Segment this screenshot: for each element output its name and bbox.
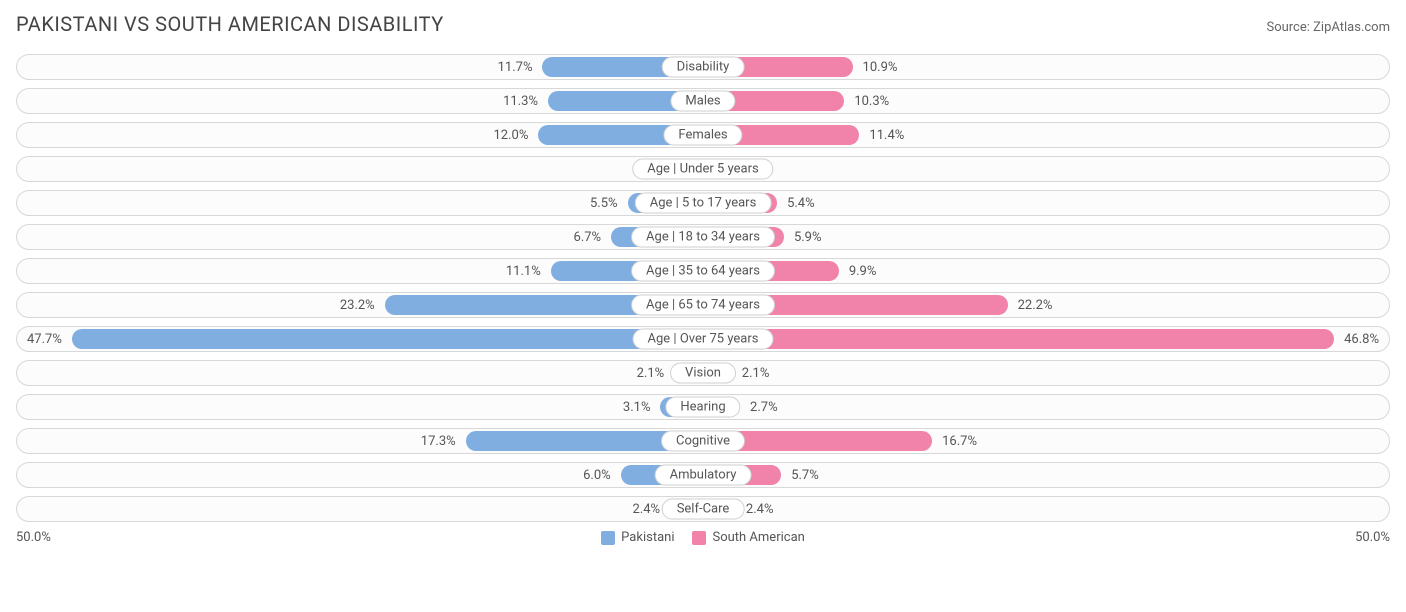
row-left-half: 12.0% xyxy=(17,123,703,147)
left-value-label: 6.7% xyxy=(564,230,612,245)
row-right-half: 1.2% xyxy=(703,157,1389,181)
row-left-half: 3.1% xyxy=(17,395,703,419)
legend-item: Pakistani xyxy=(601,530,674,545)
left-value-label: 5.5% xyxy=(580,196,628,211)
left-value-label: 11.3% xyxy=(493,94,548,109)
row-left-half: 5.5% xyxy=(17,191,703,215)
axis-left-max: 50.0% xyxy=(16,530,51,545)
diverging-bar-chart: 11.7% 10.9% Disability 11.3% 10.3% Males 12.0%… xyxy=(16,54,1390,522)
left-value-label: 12.0% xyxy=(484,128,539,143)
chart-row: 3.1% 2.7%Hearing xyxy=(16,394,1390,420)
right-value-label: 22.2% xyxy=(1008,298,1063,313)
row-left-half: 11.7% xyxy=(17,55,703,79)
row-category-label: Males xyxy=(670,91,735,112)
chart-row: 2.1% 2.1%Vision xyxy=(16,360,1390,386)
row-left-half: 2.4% xyxy=(17,497,703,521)
right-value-label: 5.9% xyxy=(784,230,832,245)
row-right-half: 10.3% xyxy=(703,89,1389,113)
row-category-label: Age | 35 to 64 years xyxy=(631,261,775,282)
legend-label: Pakistani xyxy=(621,530,674,545)
left-value-label: 47.7% xyxy=(17,332,72,347)
left-bar xyxy=(72,329,703,349)
row-category-label: Age | Under 5 years xyxy=(632,159,773,180)
chart-title: PAKISTANI VS SOUTH AMERICAN DISABILITY xyxy=(16,12,444,36)
chart-row: 17.3% 16.7% Cognitive xyxy=(16,428,1390,454)
row-category-label: Disability xyxy=(662,57,745,78)
row-category-label: Females xyxy=(663,125,742,146)
row-left-half: 6.0% xyxy=(17,463,703,487)
chart-row: 5.5% 5.4% Age | 5 to 17 years xyxy=(16,190,1390,216)
row-category-label: Self-Care xyxy=(662,499,745,520)
row-left-half: 6.7% xyxy=(17,225,703,249)
row-category-label: Ambulatory xyxy=(655,465,752,486)
row-left-half: 11.3% xyxy=(17,89,703,113)
right-value-label: 10.9% xyxy=(853,60,908,75)
chart-footer: 50.0% Pakistani South American 50.0% xyxy=(16,530,1390,545)
right-bar xyxy=(703,329,1334,349)
row-category-label: Hearing xyxy=(665,397,740,418)
row-right-half: 16.7% xyxy=(703,429,1389,453)
chart-row: 12.0% 11.4% Females xyxy=(16,122,1390,148)
left-value-label: 11.1% xyxy=(496,264,551,279)
row-right-half: 46.8% xyxy=(703,327,1389,351)
right-value-label: 5.4% xyxy=(777,196,825,211)
row-category-label: Age | Over 75 years xyxy=(633,329,774,350)
row-left-half: 11.1% xyxy=(17,259,703,283)
legend-item: South American xyxy=(692,530,804,545)
chart-row: 6.0% 5.7% Ambulatory xyxy=(16,462,1390,488)
row-right-half: 11.4% xyxy=(703,123,1389,147)
right-value-label: 10.3% xyxy=(844,94,899,109)
row-left-half: 2.1% xyxy=(17,361,703,385)
chart-row: 11.7% 10.9% Disability xyxy=(16,54,1390,80)
left-value-label: 23.2% xyxy=(330,298,385,313)
chart-row: 23.2% 22.2% Age | 65 to 74 years xyxy=(16,292,1390,318)
legend: Pakistani South American xyxy=(601,530,805,545)
chart-row: 1.3%1.2%Age | Under 5 years xyxy=(16,156,1390,182)
row-left-half: 1.3% xyxy=(17,157,703,181)
chart-header: PAKISTANI VS SOUTH AMERICAN DISABILITY S… xyxy=(16,12,1390,36)
row-left-half: 23.2% xyxy=(17,293,703,317)
row-right-half: 5.9% xyxy=(703,225,1389,249)
chart-row: 2.4%2.4%Self-Care xyxy=(16,496,1390,522)
row-right-half: 2.1% xyxy=(703,361,1389,385)
chart-row: 11.3% 10.3% Males xyxy=(16,88,1390,114)
chart-row: 6.7% 5.9% Age | 18 to 34 years xyxy=(16,224,1390,250)
chart-row: 11.1% 9.9% Age | 35 to 64 years xyxy=(16,258,1390,284)
row-category-label: Vision xyxy=(670,363,736,384)
row-category-label: Age | 65 to 74 years xyxy=(631,295,775,316)
right-value-label: 5.7% xyxy=(781,468,829,483)
left-value-label: 6.0% xyxy=(573,468,621,483)
row-right-half: 2.4% xyxy=(703,497,1389,521)
row-category-label: Age | 18 to 34 years xyxy=(631,227,775,248)
row-right-half: 9.9% xyxy=(703,259,1389,283)
legend-swatch xyxy=(692,531,706,545)
row-right-half: 5.7% xyxy=(703,463,1389,487)
chart-row: 47.7% 46.8% Age | Over 75 years xyxy=(16,326,1390,352)
right-value-label: 2.1% xyxy=(732,366,780,381)
axis-right-max: 50.0% xyxy=(1355,530,1390,545)
row-left-half: 47.7% xyxy=(17,327,703,351)
right-value-label: 16.7% xyxy=(932,434,987,449)
row-right-half: 2.7% xyxy=(703,395,1389,419)
right-value-label: 46.8% xyxy=(1334,332,1389,347)
row-left-half: 17.3% xyxy=(17,429,703,453)
chart-source: Source: ZipAtlas.com xyxy=(1266,20,1390,35)
row-category-label: Age | 5 to 17 years xyxy=(635,193,772,214)
right-value-label: 9.9% xyxy=(839,264,887,279)
right-value-label: 11.4% xyxy=(859,128,914,143)
left-value-label: 3.1% xyxy=(613,400,661,415)
row-category-label: Cognitive xyxy=(661,431,745,452)
left-value-label: 17.3% xyxy=(411,434,466,449)
right-value-label: 2.7% xyxy=(740,400,788,415)
row-right-half: 22.2% xyxy=(703,293,1389,317)
left-value-label: 11.7% xyxy=(488,60,543,75)
row-right-half: 5.4% xyxy=(703,191,1389,215)
legend-label: South American xyxy=(712,530,804,545)
row-right-half: 10.9% xyxy=(703,55,1389,79)
left-value-label: 2.1% xyxy=(627,366,675,381)
legend-swatch xyxy=(601,531,615,545)
